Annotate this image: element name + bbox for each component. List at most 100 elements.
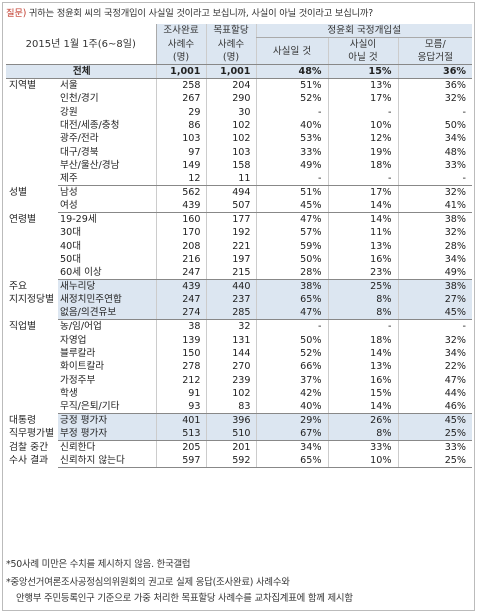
false-pct: 10% — [327, 454, 398, 469]
target-count: 131 — [205, 333, 256, 347]
true-pct: 38% — [255, 279, 328, 294]
dk-pct: 48% — [397, 145, 473, 159]
table-row: 대통령 직무평가별 긍정 평가자 401 396 29% 26% 45% — [6, 413, 473, 439]
total-row: 전체 1,001 1,001 48% 15% 36% — [6, 64, 473, 79]
dk-pct: 25% — [397, 427, 473, 442]
table-row: 부정 평가자 513 510 67% 8% 25% — [6, 427, 473, 442]
false-pct: 16% — [327, 373, 398, 387]
table-row: 학생 91 102 42% 15% 44% — [6, 386, 473, 401]
target-count: 103 — [205, 145, 256, 159]
table-row: 연령별 19-29세 160 177 47% 14% 38% — [6, 212, 473, 227]
target-count: 270 — [205, 360, 256, 374]
dk-pct: 34% — [397, 346, 473, 361]
dk-pct: - — [397, 319, 473, 334]
false-pct: - — [327, 105, 398, 119]
table-row: 인천/경기 267 290 52% 17% 32% — [6, 92, 473, 106]
category-label-line: 수사 결과 — [9, 455, 49, 466]
true-pct: 51% — [255, 185, 328, 200]
false-pct: 13% — [327, 360, 398, 374]
survey-count: 274 — [155, 306, 206, 321]
dk-pct: - — [397, 172, 473, 187]
category-label-line: 지지정당별 — [9, 293, 55, 305]
target-count: 285 — [205, 306, 256, 321]
target-count: 592 — [205, 454, 256, 469]
category-label-line: 대통령 — [9, 414, 37, 426]
row-label: 자영업 — [60, 334, 87, 346]
dk-pct: 44% — [397, 386, 473, 401]
category-label: 직업별 — [6, 320, 58, 414]
survey-count: 97 — [155, 145, 206, 159]
true-pct: 50% — [255, 333, 328, 347]
dk-pct: 38% — [397, 212, 473, 227]
dk-pct: 32% — [397, 226, 473, 240]
row-label: 제주 — [58, 172, 156, 187]
true-pct: - — [255, 319, 328, 334]
survey-count: 267 — [155, 92, 206, 106]
dk-pct: - — [397, 105, 473, 119]
target-count: 201 — [205, 440, 256, 455]
true-pct: 57% — [255, 226, 328, 240]
false-pct: 26% — [327, 413, 398, 428]
dk-pct: 27% — [397, 293, 473, 307]
target-count: 197 — [205, 252, 256, 267]
table-row: 검찰 중간 수사 결과 신뢰한다 205 201 34% 33% 33% — [6, 440, 473, 466]
row-label: 광주/전라 — [60, 133, 99, 145]
false-pct: 17% — [327, 92, 398, 106]
total-survey-count: 1,001 — [155, 64, 206, 79]
target-count: 507 — [205, 199, 256, 214]
total-true-pct: 48% — [255, 64, 328, 79]
footnote-line: 안행부 주민등록인구 기준으로 가중 처리한 목표할당 사례수를 교차집계표에 … — [16, 593, 353, 604]
category-label: 주요 지지정당별 — [6, 280, 58, 320]
question-label: 질문) — [6, 8, 27, 19]
true-pct: 28% — [255, 266, 328, 281]
survey-count: 247 — [155, 293, 206, 307]
col-true-header: 사실일 것 — [255, 37, 328, 65]
row-label: 여성 — [58, 199, 156, 214]
survey-count: 86 — [155, 118, 206, 133]
target-count: 30 — [205, 105, 256, 119]
question-text: 귀하는 정윤회 씨의 국정개입이 사실일 것이라고 보십니까, 사실이 아닐 것… — [28, 8, 374, 19]
row-label: 농/임/어업 — [60, 321, 102, 333]
false-pct: 14% — [327, 212, 398, 227]
table-row: 블루칼라 150 144 52% 14% 34% — [6, 346, 473, 361]
row-label: 신뢰하지 않는다 — [58, 454, 156, 469]
survey-count: 208 — [155, 239, 206, 253]
dk-pct: 49% — [397, 266, 473, 281]
col-group-header: 정윤회 국정개입설 — [255, 24, 473, 38]
table-row: 50대 216 197 50% 16% 34% — [6, 252, 473, 267]
row-label: 부정 평가자 — [58, 427, 156, 442]
survey-count: 103 — [155, 132, 206, 146]
survey-date: 2015년 1월 1주(6~8일) — [6, 24, 156, 65]
table-row: 30대 170 192 57% 11% 32% — [6, 226, 473, 240]
table-header: 2015년 1월 1주(6~8일) 조사완료 목표할당 정윤회 국정개입설 사례… — [6, 24, 473, 65]
survey-count: 513 — [155, 427, 206, 442]
row-label: 대전/세종/충청 — [60, 119, 120, 131]
dk-pct: 50% — [397, 118, 473, 133]
dk-pct: 45% — [397, 413, 473, 428]
row-label: 대구/경북 — [60, 146, 99, 158]
row-label: 19-29세 — [60, 214, 97, 226]
survey-count: 150 — [155, 346, 206, 361]
target-count: 290 — [205, 92, 256, 106]
row-label: 남성 — [60, 187, 78, 199]
target-count: 215 — [205, 266, 256, 281]
true-pct: 66% — [255, 360, 328, 374]
true-pct: 65% — [255, 293, 328, 307]
survey-count: 160 — [155, 212, 206, 227]
footnote-line: *중앙선거여론조사공정심의위원회의 권고로 실제 응답(조사완료) 사례수와 — [6, 577, 290, 588]
survey-count: 562 — [155, 185, 206, 200]
table-row: 지역별 서울 258 204 51% 13% 36% — [6, 78, 473, 92]
false-pct: 25% — [327, 279, 398, 294]
col-false-line2: 아닐 것 — [327, 51, 398, 65]
category-label: 지역별 — [6, 79, 58, 186]
survey-count: 38 — [155, 319, 206, 334]
table-row: 가정주부 212 239 37% 16% 47% — [6, 373, 473, 387]
false-pct: 19% — [327, 145, 398, 159]
survey-count: 278 — [155, 360, 206, 374]
false-pct: 10% — [327, 118, 398, 133]
target-count: 83 — [205, 400, 256, 415]
table-row: 부산/울산/경남 149 158 49% 18% 33% — [6, 158, 473, 173]
dk-pct: 34% — [397, 132, 473, 146]
true-pct: 40% — [255, 400, 328, 415]
true-pct: 53% — [255, 132, 328, 146]
